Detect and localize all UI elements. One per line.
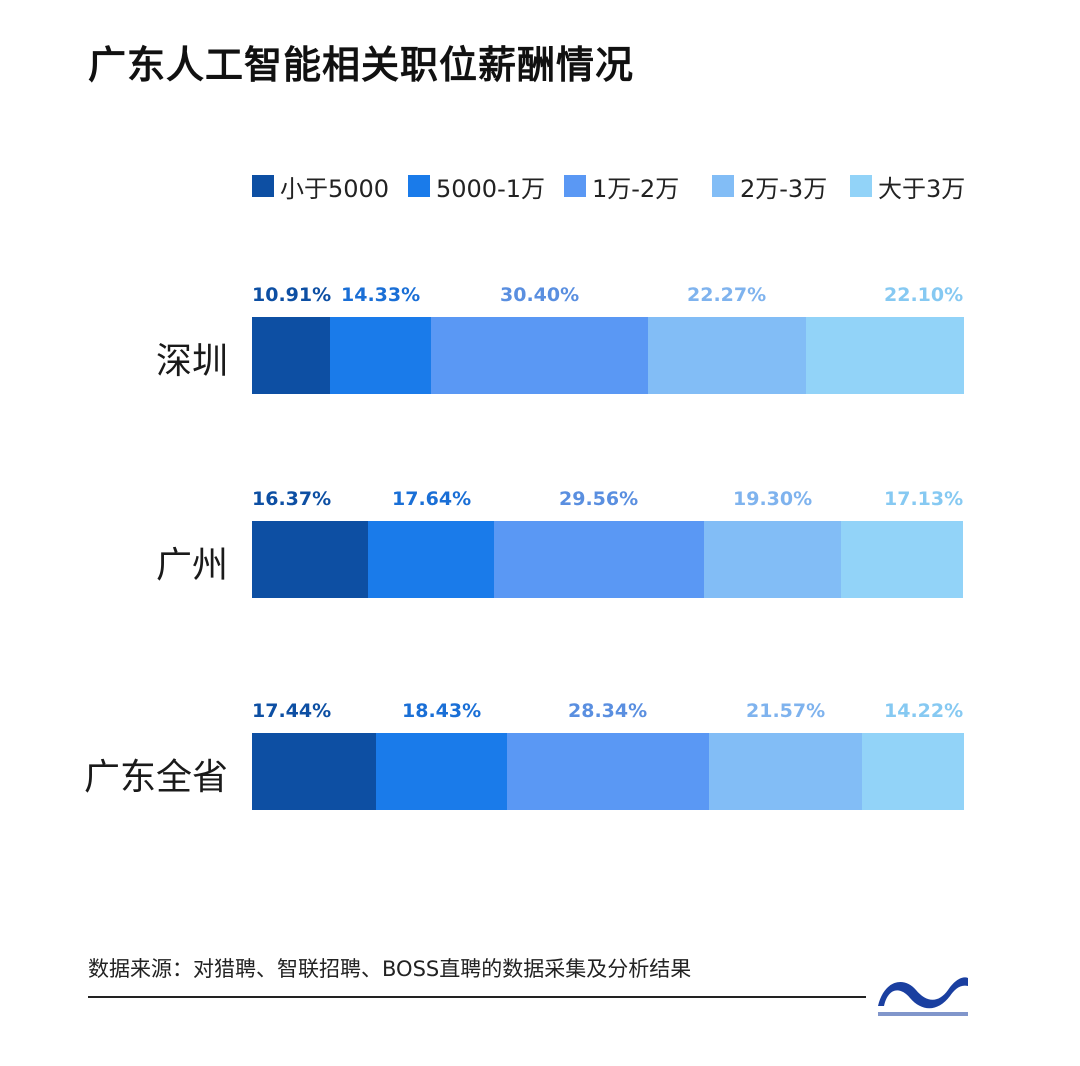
legend-swatch xyxy=(712,175,734,197)
chart-title: 广东人工智能相关职位薪酬情况 xyxy=(88,43,635,87)
bar-segment xyxy=(375,733,508,810)
data-label: 19.30% xyxy=(733,488,813,510)
bar-segment xyxy=(252,733,376,810)
category-label: 广州 xyxy=(155,544,228,586)
category-label: 深圳 xyxy=(155,340,228,382)
bar-segment xyxy=(805,317,964,394)
bar-segment xyxy=(841,521,964,598)
data-label: 29.56% xyxy=(559,488,639,510)
bar-segment xyxy=(368,521,495,598)
data-label: 22.10% xyxy=(884,284,964,306)
data-label: 14.33% xyxy=(341,284,421,306)
legend: 小于5000 5000-1万 1万-2万 2万-3万 大于3万 xyxy=(252,168,982,204)
bar-segment xyxy=(329,317,432,394)
legend-label: 1万-2万 xyxy=(592,174,680,203)
legend-item: 小于5000 xyxy=(252,168,389,204)
legend-swatch xyxy=(850,175,872,197)
bar-segment xyxy=(252,521,369,598)
data-label: 17.44% xyxy=(252,700,332,722)
data-label: 17.64% xyxy=(392,488,472,510)
data-label: 16.37% xyxy=(252,488,332,510)
data-label: 22.27% xyxy=(687,284,767,306)
data-label: 18.43% xyxy=(402,700,482,722)
bar-segment xyxy=(708,733,863,810)
legend-label: 2万-3万 xyxy=(740,174,828,203)
bar-segment xyxy=(647,317,807,394)
data-source-note: 数据来源：对猎聘、智联招聘、BOSS直聘的数据采集及分析结果 xyxy=(88,957,692,981)
legend-swatch xyxy=(564,175,586,197)
data-label: 17.13% xyxy=(884,488,964,510)
publisher-wave-logo-icon xyxy=(878,977,968,1016)
bar-segment xyxy=(703,521,842,598)
bar-segment xyxy=(493,521,705,598)
legend-swatch xyxy=(252,175,274,197)
category-label: 广东全省 xyxy=(83,756,228,798)
data-label: 14.22% xyxy=(884,700,964,722)
legend-item: 1万-2万 xyxy=(564,168,679,204)
data-label: 30.40% xyxy=(500,284,580,306)
bar-segment xyxy=(431,317,649,394)
bar-segment xyxy=(861,733,964,810)
bar-segment xyxy=(507,733,710,810)
legend-label: 5000-1万 xyxy=(436,174,546,203)
bar-segment xyxy=(252,317,330,394)
legend-label: 小于5000 xyxy=(280,174,390,203)
legend-swatch xyxy=(408,175,430,197)
legend-label: 大于3万 xyxy=(878,174,966,203)
legend-item: 2万-3万 xyxy=(712,168,827,204)
footer-divider xyxy=(88,996,866,998)
data-label: 10.91% xyxy=(252,284,332,306)
legend-item: 5000-1万 xyxy=(408,168,545,204)
legend-item: 大于3万 xyxy=(850,168,965,204)
data-label: 21.57% xyxy=(746,700,826,722)
data-label: 28.34% xyxy=(568,700,648,722)
